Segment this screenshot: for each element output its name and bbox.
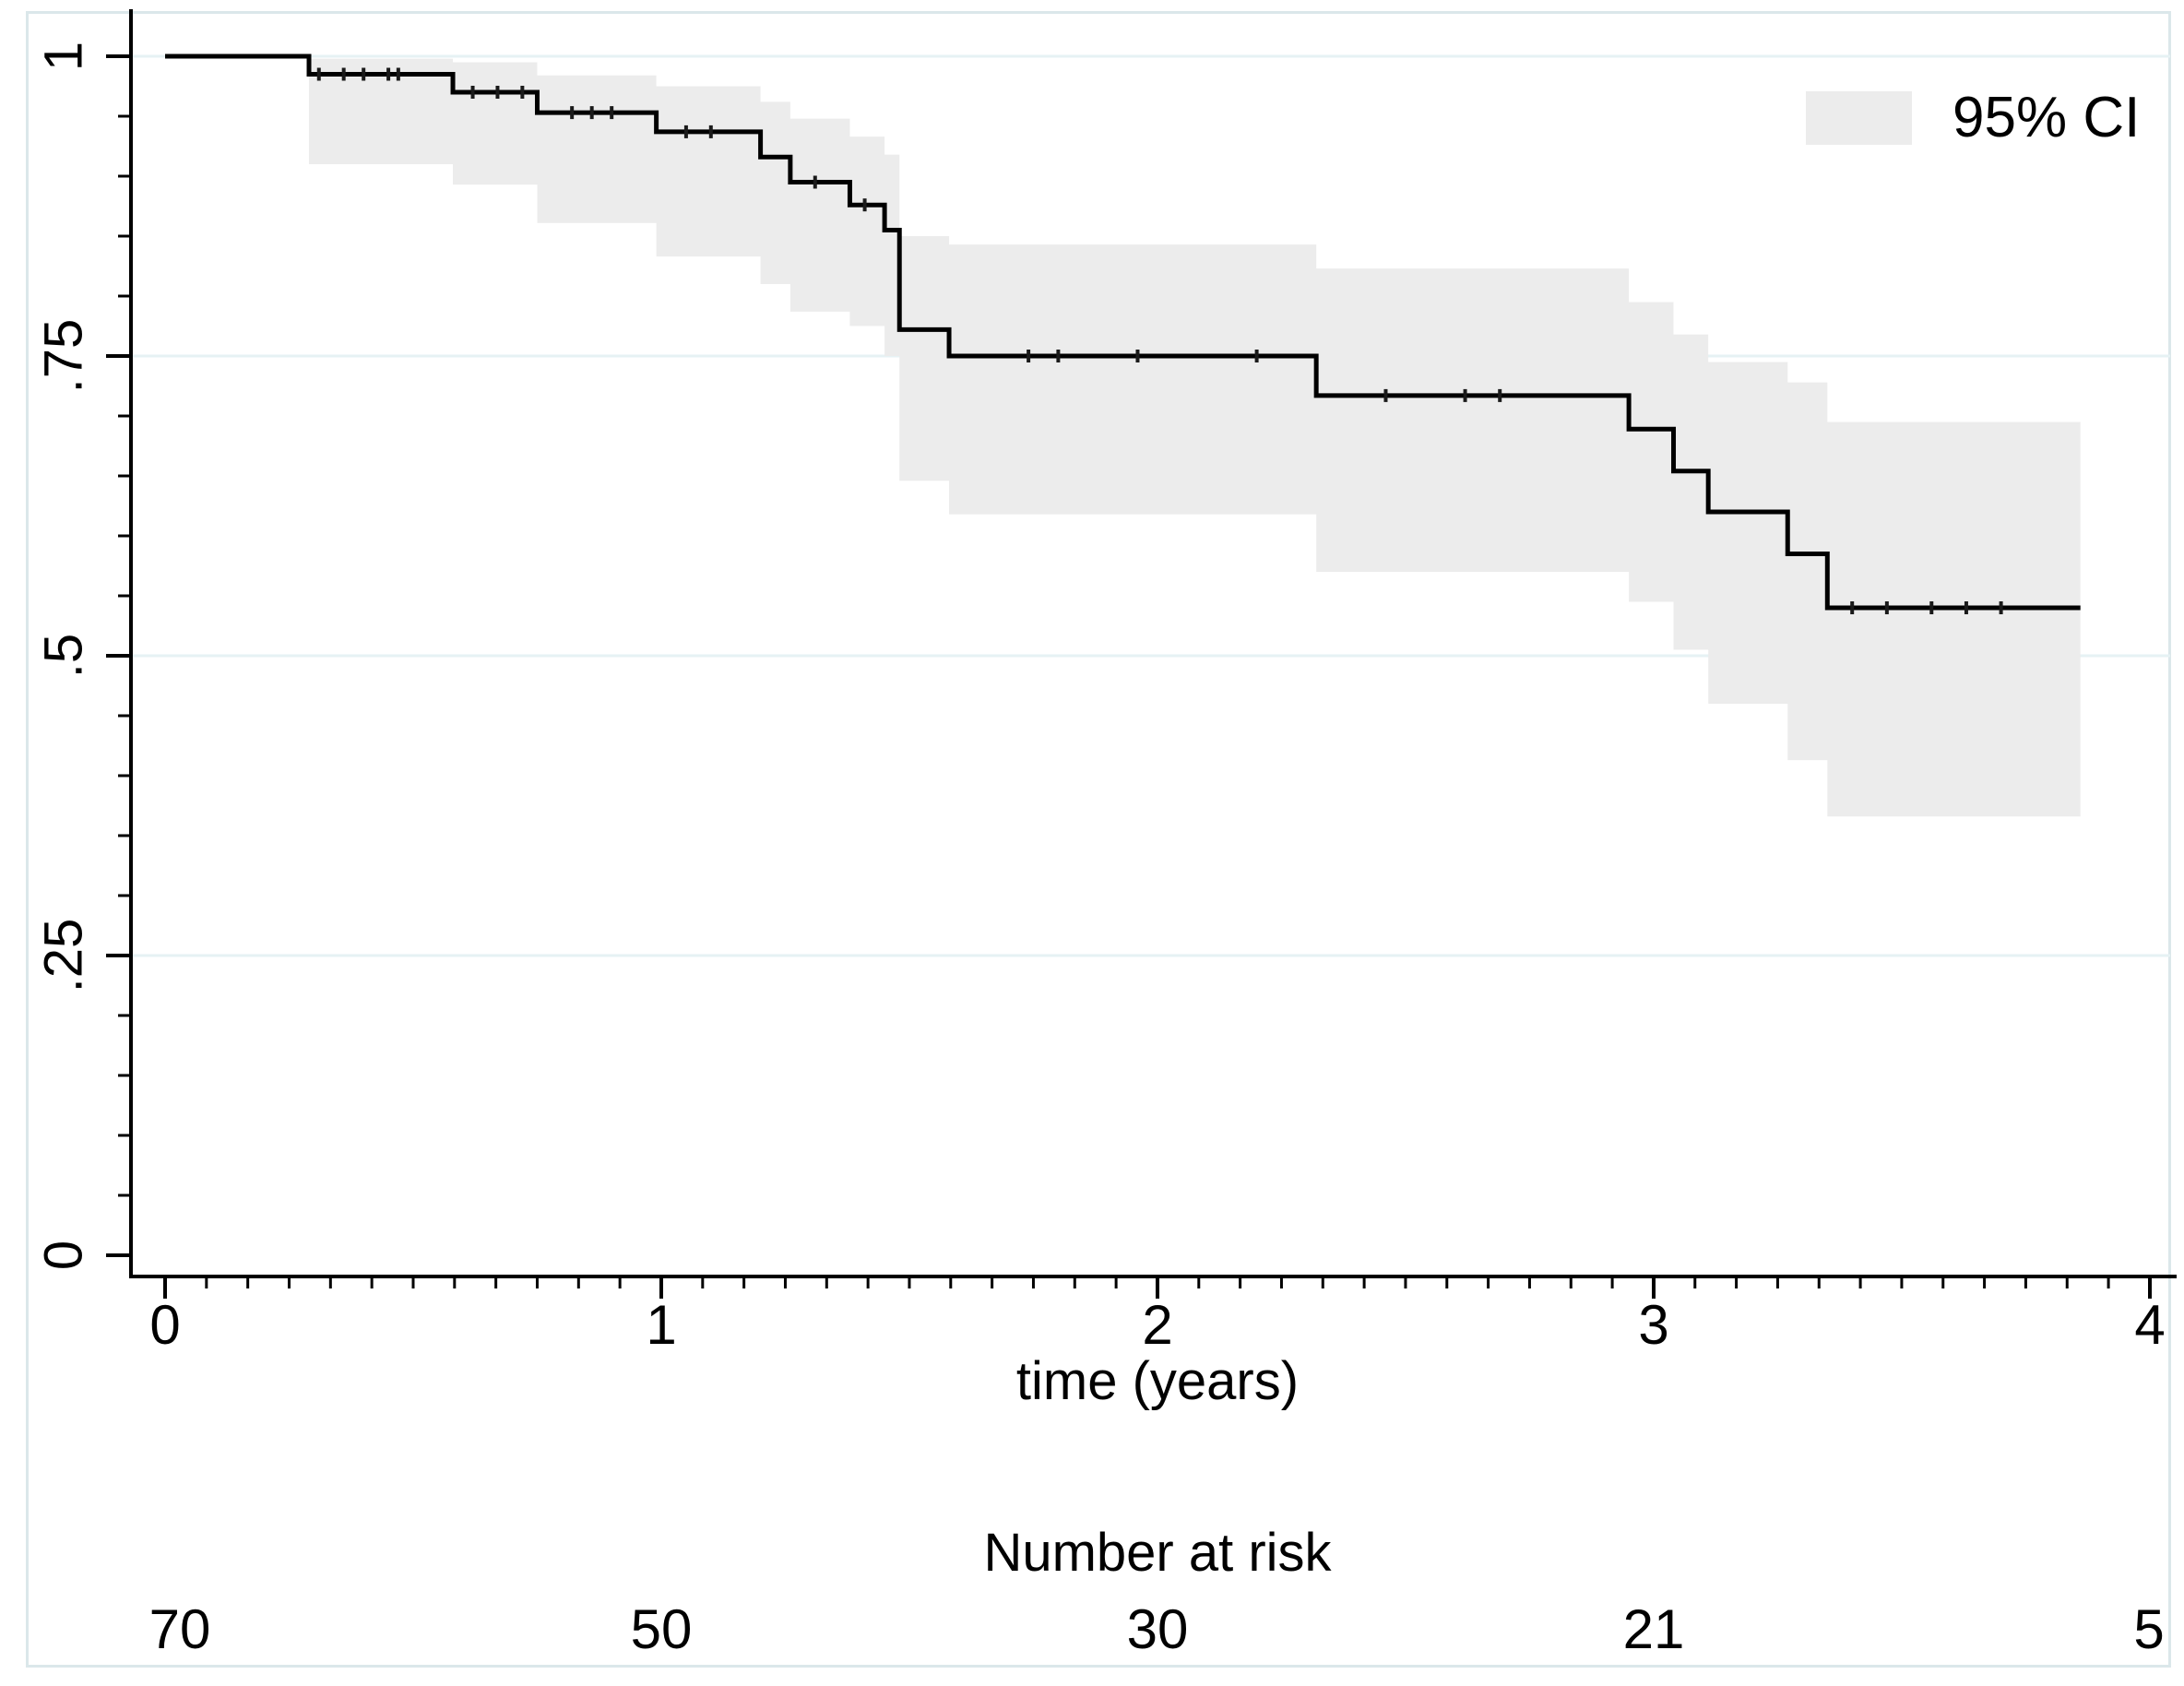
y-tick-label-.75: .75 [33, 318, 94, 394]
figure-frame [26, 11, 2171, 1668]
number-at-risk-header: Number at risk [983, 1523, 1332, 1583]
legend: 95% CI [1806, 85, 2140, 150]
x-tick-label-2: 2 [1142, 1294, 1173, 1356]
ci-legend-swatch [1806, 90, 1912, 145]
x-tick-label-4: 4 [2134, 1294, 2166, 1356]
risk-count-5: 5 [2133, 1598, 2165, 1660]
survival-curve [165, 53, 2081, 611]
x-tick-label-1: 1 [646, 1294, 677, 1356]
y-tick-label-.25: .25 [33, 918, 94, 993]
risk-count-21: 21 [1622, 1598, 1685, 1660]
x-tick-label-0: 0 [149, 1294, 181, 1356]
x-tick-label-3: 3 [1638, 1294, 1669, 1356]
ci-legend-label: 95% CI [1953, 86, 2141, 149]
y-tick-label-0: 0 [33, 1240, 94, 1271]
ci-band [309, 58, 2081, 817]
y-tick-label-.5: .5 [33, 633, 94, 679]
risk-count-50: 50 [630, 1598, 693, 1660]
risk-count-30: 30 [1126, 1598, 1189, 1660]
risk-count-70: 70 [148, 1598, 211, 1660]
x-axis-title: time (years) [1015, 1351, 1300, 1411]
y-tick-label-1: 1 [33, 41, 94, 72]
